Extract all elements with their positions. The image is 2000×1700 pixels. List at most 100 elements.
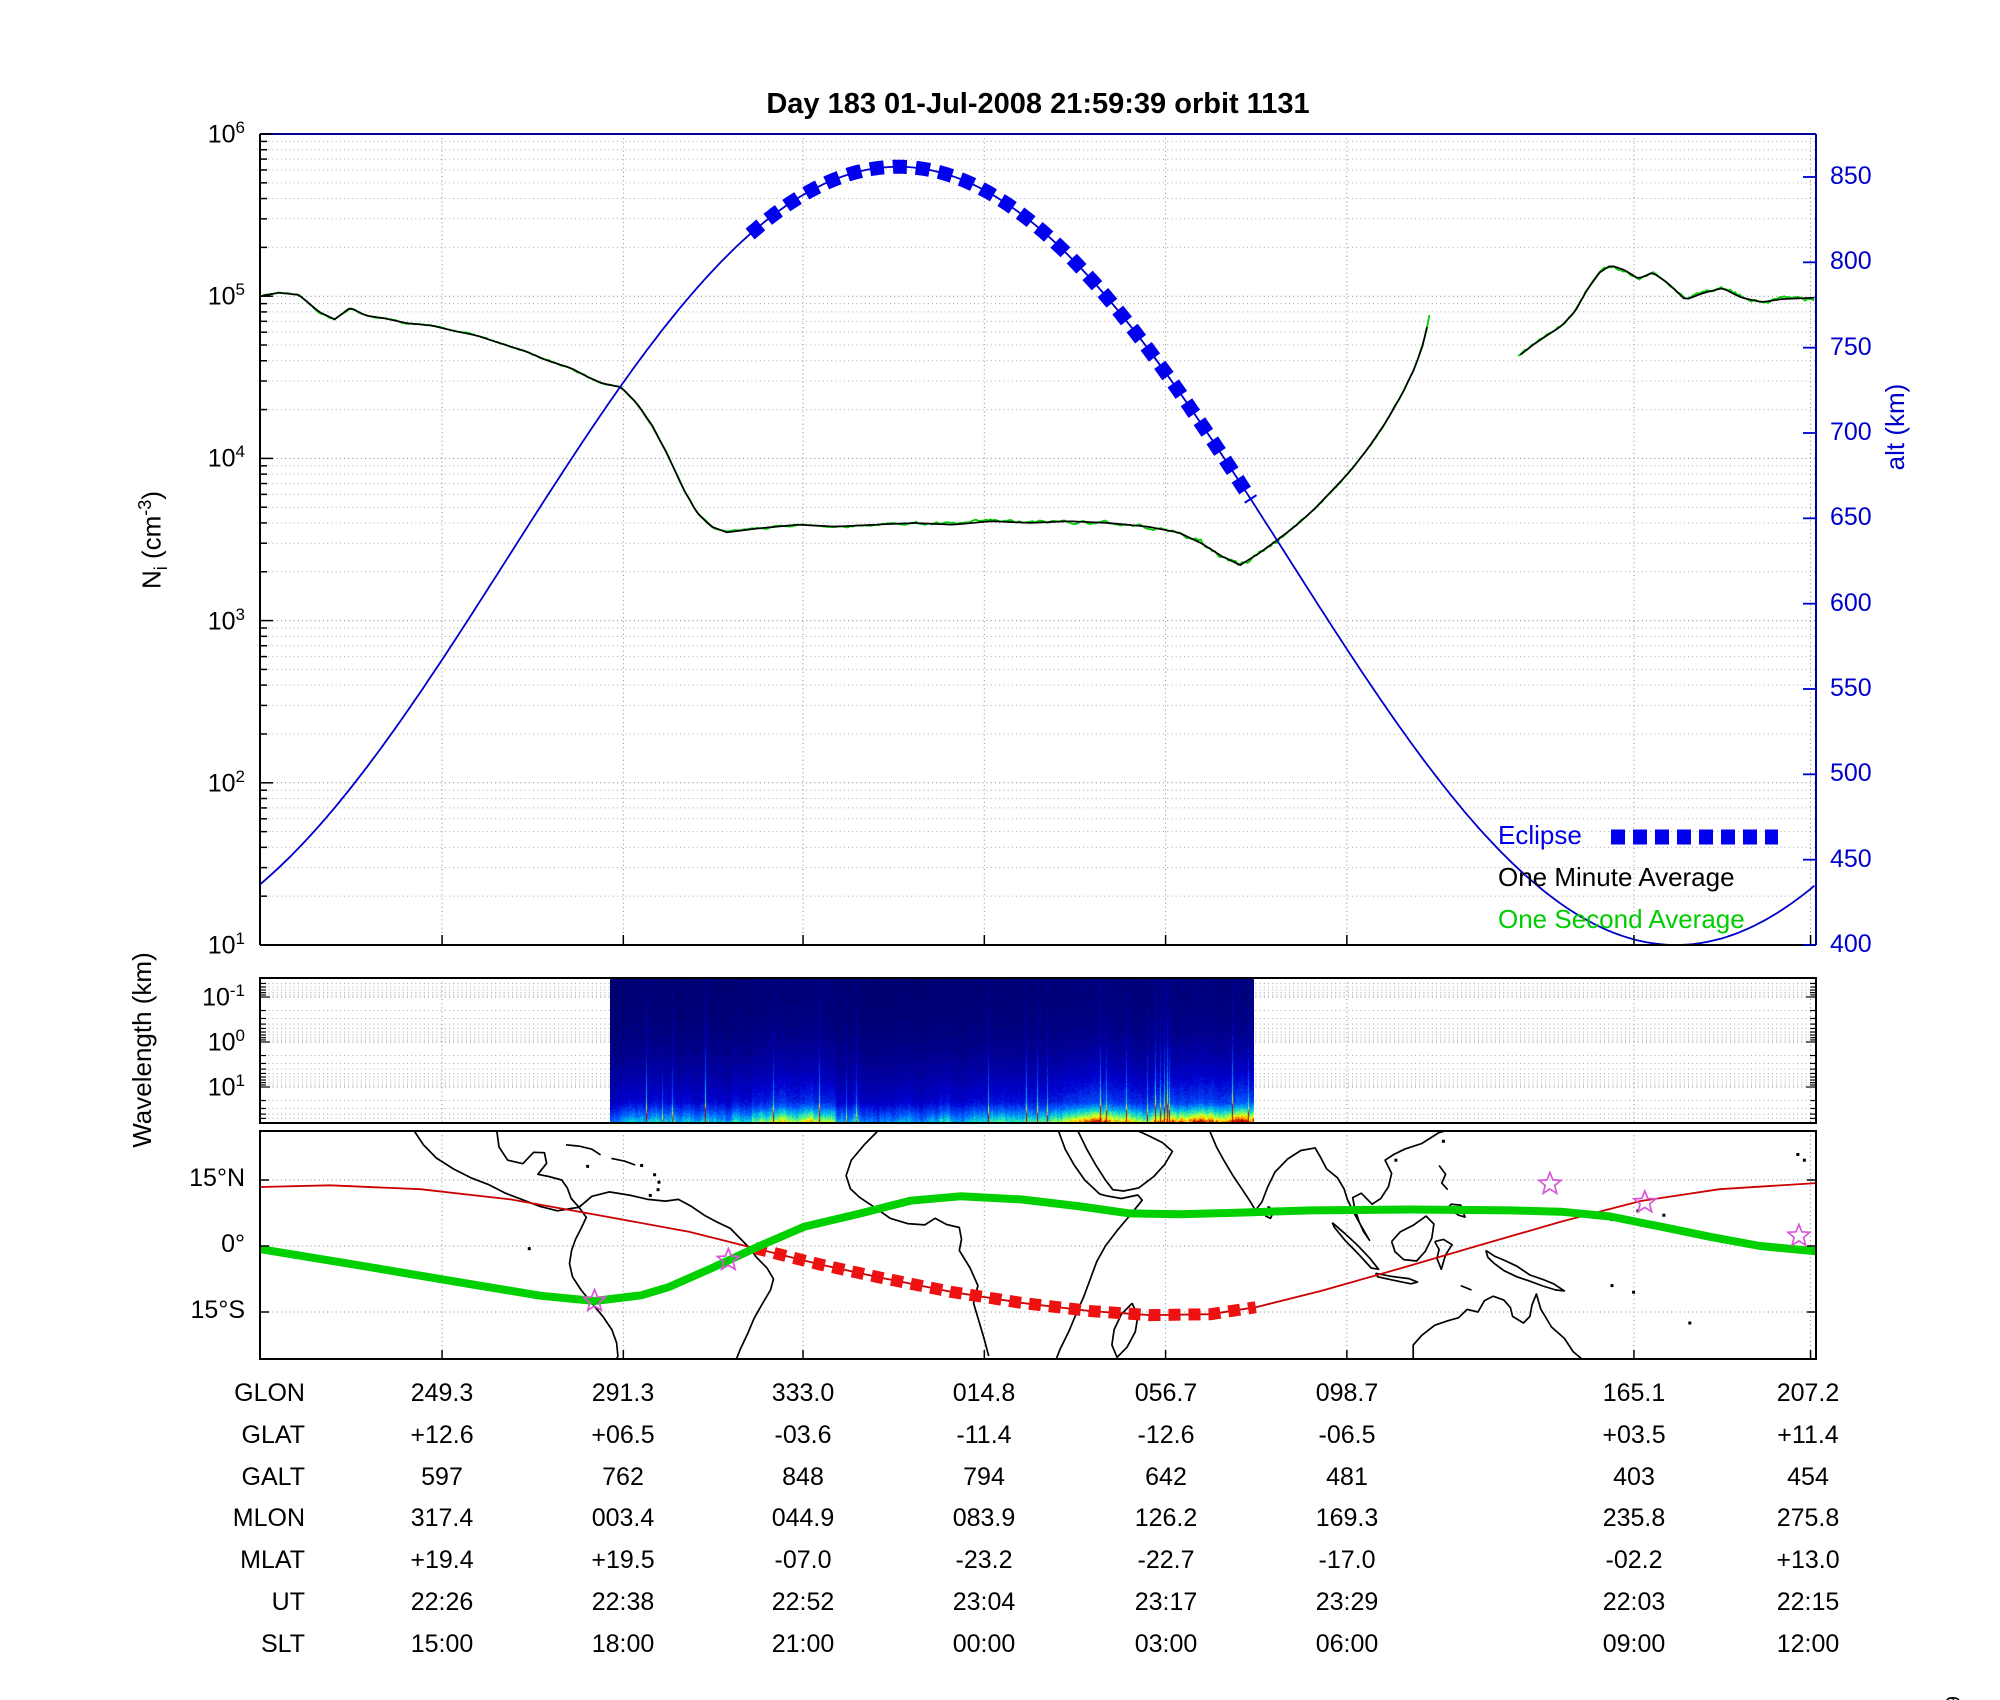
y-right-tick-label: 700 — [1830, 418, 1872, 446]
star-marker — [715, 1246, 742, 1272]
coastline-new-guinea — [1484, 1249, 1566, 1292]
island-dot — [653, 1173, 657, 1177]
table-cell: 23:04 — [952, 1588, 1016, 1616]
table-cell: 044.9 — [771, 1504, 835, 1532]
table-cell: -22.7 — [1137, 1546, 1195, 1574]
table-cell: 014.8 — [952, 1379, 1016, 1407]
table-row-label: SLT — [261, 1630, 305, 1658]
satellite-ground-track — [260, 1192, 1816, 1305]
table-cell: -23.2 — [955, 1546, 1013, 1574]
table-cell: 275.8 — [1776, 1504, 1840, 1532]
table-cell: 22:38 — [591, 1588, 655, 1616]
island-dot — [656, 1188, 660, 1192]
table-cell: 642 — [1145, 1463, 1187, 1491]
right-axis-title: alt (km) — [1880, 383, 1910, 471]
y-right-tick-label: 600 — [1830, 588, 1872, 617]
table-cell: 597 — [421, 1463, 463, 1491]
island-dot — [1802, 1158, 1806, 1162]
eclipse-segment — [745, 159, 1258, 504]
star-marker — [1631, 1188, 1659, 1214]
left-axis-title: Ni (cm-3) — [128, 390, 171, 690]
y-right-tick-label: 500 — [1830, 759, 1872, 788]
coastline-australia-north — [1412, 1293, 1584, 1359]
star-marker — [1536, 1170, 1564, 1196]
production-note-line2: Produced 18-Feb-2009 17:15:29 — [1966, 1696, 1990, 1700]
table-cell: 762 — [602, 1463, 644, 1491]
wavelength-tick-label: 100 — [207, 1026, 245, 1057]
coastline-mexico-west — [413, 1131, 580, 1212]
table-cell: +11.4 — [1777, 1421, 1839, 1449]
table-cell: 21:00 — [771, 1630, 835, 1658]
coastline-africa-west — [845, 1131, 990, 1357]
coastline-philippines-luzon — [1438, 1164, 1449, 1191]
table-cell: 454 — [1787, 1463, 1829, 1491]
legend-eclipse-label: Eclipse — [1498, 820, 1582, 850]
figure-title: Day 183 01-Jul-2008 21:59:39 orbit 1131 — [766, 88, 1310, 120]
legend-one-second: One Second Average — [1498, 904, 1745, 934]
table-cell: 06:00 — [1315, 1630, 1379, 1658]
island-dot — [1688, 1321, 1692, 1325]
table-cell: +13.0 — [1776, 1546, 1840, 1574]
table-row-label: GALT — [241, 1463, 305, 1491]
frame — [259, 1130, 1817, 1360]
table-cell: +19.4 — [410, 1546, 474, 1574]
table-cell: +06.5 — [591, 1421, 655, 1449]
y-right-tick-label: 550 — [1830, 674, 1872, 702]
ground-track-map — [259, 1130, 1817, 1360]
coastline-java — [1374, 1272, 1419, 1285]
eclipse-dash-swatch — [1611, 829, 1779, 845]
table-cell: 22:26 — [410, 1588, 474, 1616]
table-cell: 235.8 — [1602, 1504, 1666, 1532]
curves — [260, 159, 1815, 945]
production-note-line1: Preliminary corrected calibration, 2/11/… — [1942, 1696, 1966, 1700]
y-left-tick-label: 102 — [207, 766, 245, 798]
table-cell: -17.0 — [1318, 1546, 1376, 1574]
table-cell: 333.0 — [771, 1379, 835, 1407]
map-lat-tick-label: 15°S — [190, 1296, 245, 1324]
wavelength-spectrogram-image — [610, 979, 1254, 1122]
table-cell: 249.3 — [410, 1379, 474, 1407]
table-cell: 23:17 — [1134, 1588, 1198, 1616]
table-cell: 165.1 — [1602, 1379, 1666, 1407]
coastline-hispaniola — [611, 1157, 636, 1166]
table-cell: 317.4 — [410, 1504, 474, 1532]
table-cell: 169.3 — [1315, 1504, 1379, 1532]
table-cell: 03:00 — [1134, 1630, 1198, 1658]
y-right-tick-label: 750 — [1830, 332, 1872, 361]
table-cell: 22:15 — [1776, 1588, 1840, 1616]
eclipse-ground-segment — [753, 1242, 1257, 1322]
table-cell: 403 — [1613, 1463, 1655, 1491]
table-cell: 23:29 — [1315, 1588, 1379, 1616]
left-axis-title-segment: ) — [136, 491, 167, 500]
coastline-south-america-west — [568, 1206, 619, 1359]
coastline-south-america-northeast — [578, 1191, 775, 1359]
y-left-tick-label: 104 — [207, 442, 245, 473]
density-altitude-plot — [259, 133, 1817, 946]
table-cell: 794 — [963, 1463, 1005, 1491]
coastline-timor — [1460, 1284, 1472, 1291]
y-right-tick-label: 450 — [1830, 844, 1872, 873]
left-axis-title-segment: N — [136, 570, 167, 590]
table-cell: 291.3 — [591, 1379, 655, 1407]
table-cell: 098.7 — [1315, 1379, 1379, 1407]
y-right-tick-label: 400 — [1830, 930, 1872, 958]
table-cell: 126.2 — [1134, 1504, 1198, 1532]
coastline-madagascar — [1111, 1302, 1139, 1359]
left-axis-title-segment: -3 — [135, 499, 155, 516]
star-marker — [581, 1287, 608, 1313]
map-content — [260, 1131, 1816, 1359]
star-marker — [1785, 1222, 1813, 1248]
table-cell: 056.7 — [1134, 1379, 1198, 1407]
table-row-label: MLON — [232, 1504, 305, 1532]
legend-one-minute: One Minute Average — [1498, 862, 1735, 892]
table-row-label: GLON — [234, 1379, 305, 1407]
island-dot — [1441, 1139, 1445, 1143]
table-cell: +12.6 — [410, 1421, 474, 1449]
island-dot — [648, 1193, 652, 1197]
altitude-curve — [260, 165, 1815, 945]
table-cell: 481 — [1326, 1463, 1368, 1491]
production-note: Preliminary corrected calibration, 2/11/… — [1942, 1696, 1990, 1700]
coastline-southeast-asia — [1326, 1131, 1444, 1242]
table-cell: +19.5 — [591, 1546, 655, 1574]
